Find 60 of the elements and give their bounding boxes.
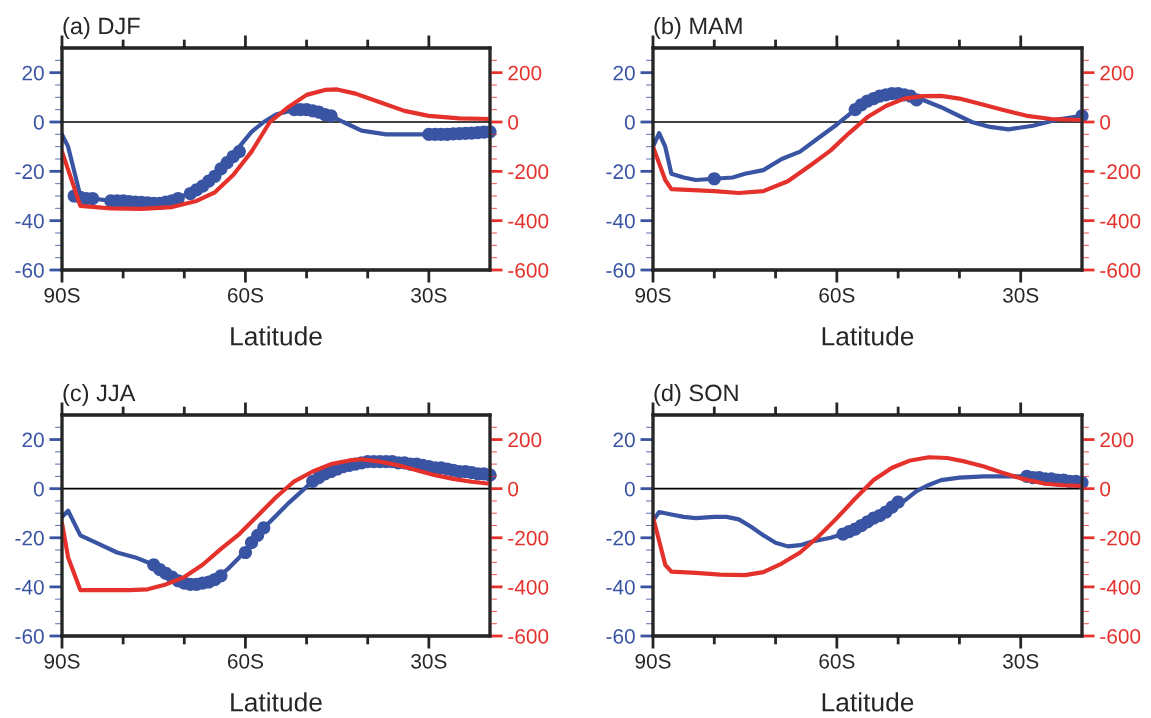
y-tick-label: -20 — [606, 530, 635, 546]
y-tick-label: 0 — [624, 481, 635, 497]
chart-title: (c) JJA — [63, 384, 136, 406]
y2-tick-label: -200 — [508, 530, 549, 546]
y-tick-label: 0 — [33, 115, 44, 130]
y2-tick-label: -200 — [1100, 530, 1141, 546]
x-tick-label: 90S — [44, 653, 80, 669]
y-tick-label: -60 — [15, 263, 44, 278]
x-axis-title: Latitude — [231, 692, 322, 712]
y2-tick-label: -600 — [508, 263, 549, 278]
x-tick-label: 30S — [411, 653, 447, 669]
y2-tick-label: -200 — [508, 164, 549, 180]
x-tick-label: 30S — [1002, 653, 1039, 669]
chart-title: (b) MAM — [654, 17, 742, 39]
y-tick-label: 20 — [613, 65, 635, 81]
y2-tick-label: 0 — [508, 115, 519, 130]
y2-tick-label: 0 — [1100, 481, 1111, 497]
y-tick-label: -40 — [606, 579, 635, 595]
y2-tick-label: -400 — [508, 579, 549, 595]
x-tick-label: 90S — [635, 653, 671, 669]
x-tick-label: 90S — [635, 287, 671, 303]
y2-tick-label: -600 — [1100, 629, 1141, 644]
x-axis-title: Latitude — [822, 692, 914, 712]
y2-tick-label: 0 — [1100, 115, 1111, 130]
y2-tick-label: -200 — [1100, 164, 1141, 180]
y2-tick-label: 200 — [508, 65, 542, 81]
y-tick-label: -60 — [606, 629, 635, 644]
y-tick-label: 0 — [33, 481, 44, 497]
x-axis-title: Latitude — [822, 326, 914, 346]
y2-tick-label: -400 — [508, 213, 549, 229]
y2-tick-label: -400 — [1100, 213, 1141, 229]
y2-tick-label: 0 — [508, 481, 519, 497]
x-tick-label: 30S — [1002, 287, 1039, 303]
x-tick-label: 60S — [819, 287, 855, 303]
y-tick-label: 0 — [624, 115, 635, 130]
x-tick-label: 60S — [819, 653, 855, 669]
x-tick-label: 30S — [411, 287, 447, 303]
x-tick-label: 90S — [44, 287, 80, 303]
y-tick-label: -40 — [15, 579, 44, 595]
y2-tick-label: 200 — [1100, 65, 1134, 81]
y-tick-label: -20 — [606, 164, 635, 180]
y2-tick-label: -600 — [508, 629, 549, 644]
y-tick-label: -60 — [606, 263, 635, 278]
y-tick-label: 20 — [22, 432, 44, 448]
x-axis-title: Latitude — [231, 326, 322, 346]
y2-tick-label: -600 — [1100, 263, 1141, 278]
y-tick-label: 20 — [613, 432, 635, 448]
y-tick-label: 20 — [22, 65, 44, 81]
y-tick-label: -20 — [15, 164, 44, 180]
chart-title: (a) DJF — [63, 17, 140, 39]
y-tick-label: -20 — [15, 530, 44, 546]
y2-tick-label: 200 — [1100, 432, 1134, 448]
y-tick-label: -40 — [15, 213, 44, 229]
y2-tick-label: 200 — [508, 432, 542, 448]
y2-tick-label: -400 — [1100, 579, 1141, 595]
x-tick-label: 60S — [227, 287, 264, 303]
y-tick-label: -40 — [606, 213, 635, 229]
chart-title: (d) SON — [654, 384, 738, 406]
y-tick-label: -60 — [15, 629, 44, 644]
x-tick-label: 60S — [227, 653, 264, 669]
